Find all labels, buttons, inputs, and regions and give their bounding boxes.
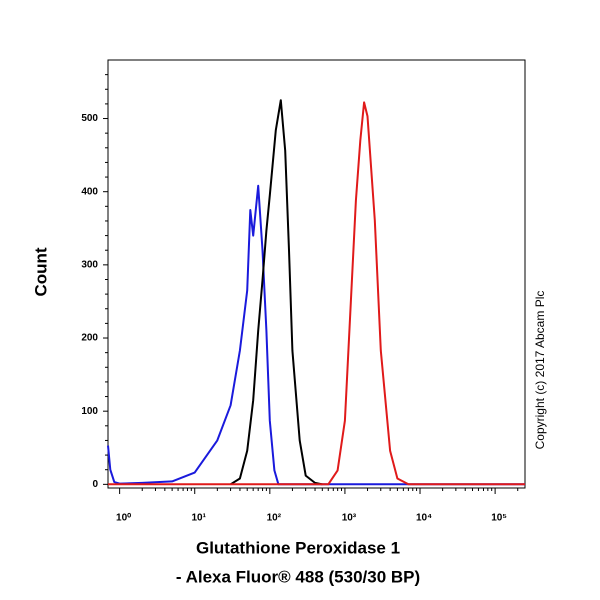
x-tick-label: 10²	[267, 513, 282, 524]
y-tick-label: 200	[81, 333, 98, 344]
plot-frame	[107, 59, 526, 489]
x-axis-label: Glutathione Peroxidase 1	[196, 538, 400, 557]
y-tick-label: 500	[81, 113, 98, 124]
x-tick-label: 10⁰	[116, 513, 131, 524]
x-tick-label: 10⁴	[416, 513, 432, 524]
y-tick-label: 300	[81, 259, 98, 270]
series-line	[108, 101, 525, 486]
x-tick-label: 10¹	[192, 513, 207, 524]
y-tick-label: 0	[92, 479, 98, 490]
y-tick-label: 100	[81, 406, 98, 417]
y-tick-label: 400	[81, 186, 98, 197]
series-line	[230, 99, 323, 486]
series-line	[107, 184, 525, 486]
x-tick-label: 10⁵	[491, 513, 507, 524]
x-axis-label: - Alexa Fluor® 488 (530/30 BP)	[176, 567, 420, 586]
copyright: Copyright (c) 2017 Abcam Plc	[533, 291, 547, 450]
y-axis-label: Count	[31, 247, 50, 296]
x-tick-label: 10³	[342, 513, 357, 524]
